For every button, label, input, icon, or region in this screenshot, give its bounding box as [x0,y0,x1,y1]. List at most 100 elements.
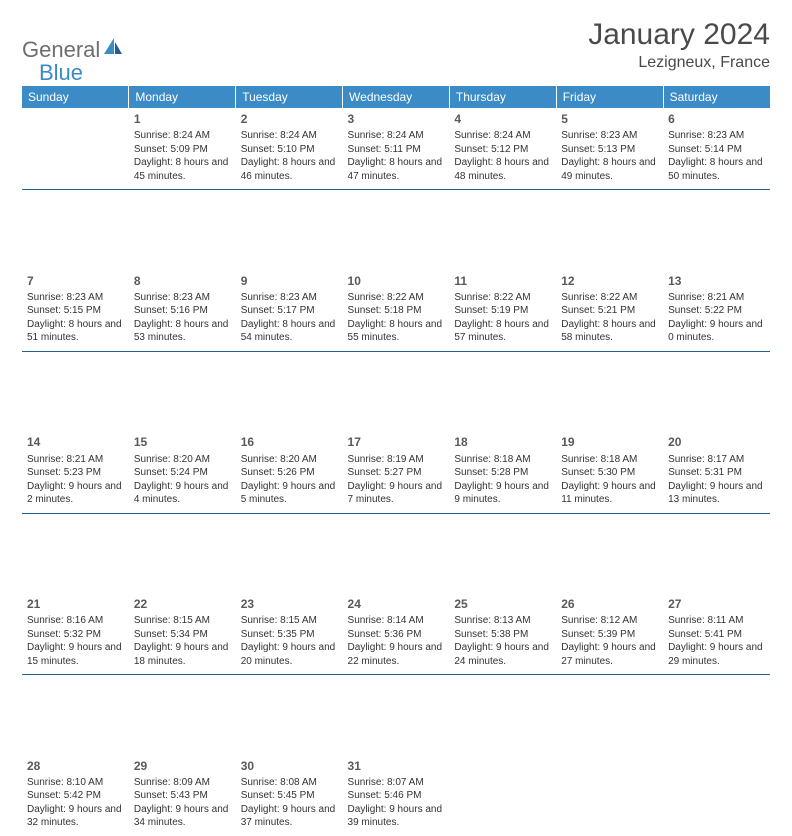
sunrise-text: Sunrise: 8:21 AM [27,453,124,467]
sunset-text: Sunset: 5:39 PM [561,628,658,642]
daylight-text: Daylight: 9 hours and 24 minutes. [454,641,551,668]
logo-word-2: Blue [39,60,83,86]
daylight-text: Daylight: 8 hours and 51 minutes. [27,318,124,345]
sunset-text: Sunset: 5:27 PM [348,466,445,480]
calendar-week-row: 28Sunrise: 8:10 AMSunset: 5:42 PMDayligh… [22,755,770,836]
daylight-text: Daylight: 9 hours and 39 minutes. [348,803,445,830]
logo-word-1: General [22,37,100,63]
sunset-text: Sunset: 5:46 PM [348,789,445,803]
calendar-week-row: 7Sunrise: 8:23 AMSunset: 5:15 PMDaylight… [22,270,770,352]
weekday-header: Saturday [663,86,770,108]
sunset-text: Sunset: 5:14 PM [668,143,765,157]
sunset-text: Sunset: 5:21 PM [561,304,658,318]
daylight-text: Daylight: 9 hours and 0 minutes. [668,318,765,345]
calendar-week-row: 14Sunrise: 8:21 AMSunset: 5:23 PMDayligh… [22,431,770,513]
daylight-text: Daylight: 9 hours and 27 minutes. [561,641,658,668]
weekday-header: Monday [129,86,236,108]
daylight-text: Daylight: 9 hours and 11 minutes. [561,480,658,507]
sunset-text: Sunset: 5:36 PM [348,628,445,642]
sunset-text: Sunset: 5:43 PM [134,789,231,803]
sunrise-text: Sunrise: 8:20 AM [134,453,231,467]
calendar-day-cell: 28Sunrise: 8:10 AMSunset: 5:42 PMDayligh… [22,755,129,836]
daylight-text: Daylight: 8 hours and 53 minutes. [134,318,231,345]
calendar-day-cell: 22Sunrise: 8:15 AMSunset: 5:34 PMDayligh… [129,593,236,675]
calendar-day-cell: 6Sunrise: 8:23 AMSunset: 5:14 PMDaylight… [663,108,770,190]
sunrise-text: Sunrise: 8:13 AM [454,614,551,628]
day-number: 20 [668,434,765,450]
daylight-text: Daylight: 8 hours and 57 minutes. [454,318,551,345]
day-number: 1 [134,111,231,127]
weekday-header: Sunday [22,86,129,108]
sunset-text: Sunset: 5:38 PM [454,628,551,642]
sunset-text: Sunset: 5:10 PM [241,143,338,157]
sunset-text: Sunset: 5:16 PM [134,304,231,318]
day-number: 22 [134,596,231,612]
sunrise-text: Sunrise: 8:23 AM [668,129,765,143]
calendar-day-cell: 21Sunrise: 8:16 AMSunset: 5:32 PMDayligh… [22,593,129,675]
sunrise-text: Sunrise: 8:08 AM [241,776,338,790]
daylight-text: Daylight: 8 hours and 46 minutes. [241,156,338,183]
calendar-day-cell: 13Sunrise: 8:21 AMSunset: 5:22 PMDayligh… [663,270,770,352]
calendar-day-cell: 18Sunrise: 8:18 AMSunset: 5:28 PMDayligh… [449,431,556,513]
calendar-day-cell: 10Sunrise: 8:22 AMSunset: 5:18 PMDayligh… [343,270,450,352]
sunrise-text: Sunrise: 8:12 AM [561,614,658,628]
day-number: 11 [454,273,551,289]
daylight-text: Daylight: 8 hours and 45 minutes. [134,156,231,183]
sunset-text: Sunset: 5:41 PM [668,628,765,642]
logo: General [22,18,126,63]
day-number: 24 [348,596,445,612]
calendar-week-row: 21Sunrise: 8:16 AMSunset: 5:32 PMDayligh… [22,593,770,675]
sunrise-text: Sunrise: 8:11 AM [668,614,765,628]
sunset-text: Sunset: 5:45 PM [241,789,338,803]
day-number: 21 [27,596,124,612]
week-divider [22,190,770,270]
sunrise-text: Sunrise: 8:24 AM [241,129,338,143]
sunset-text: Sunset: 5:35 PM [241,628,338,642]
sunrise-text: Sunrise: 8:23 AM [134,291,231,305]
calendar-day-cell: 30Sunrise: 8:08 AMSunset: 5:45 PMDayligh… [236,755,343,836]
sunset-text: Sunset: 5:26 PM [241,466,338,480]
header: General January 2024 Lezigneux, France [22,18,770,72]
sunrise-text: Sunrise: 8:07 AM [348,776,445,790]
weekday-header: Thursday [449,86,556,108]
day-number: 25 [454,596,551,612]
calendar-day-cell [22,108,129,190]
day-number: 9 [241,273,338,289]
logo-sail-icon [102,36,124,63]
sunrise-text: Sunrise: 8:18 AM [454,453,551,467]
day-number: 4 [454,111,551,127]
daylight-text: Daylight: 9 hours and 4 minutes. [134,480,231,507]
month-title: January 2024 [588,18,770,52]
day-number: 28 [27,758,124,774]
calendar-day-cell: 24Sunrise: 8:14 AMSunset: 5:36 PMDayligh… [343,593,450,675]
calendar-day-cell: 4Sunrise: 8:24 AMSunset: 5:12 PMDaylight… [449,108,556,190]
day-number: 23 [241,596,338,612]
calendar-day-cell: 27Sunrise: 8:11 AMSunset: 5:41 PMDayligh… [663,593,770,675]
calendar-day-cell: 15Sunrise: 8:20 AMSunset: 5:24 PMDayligh… [129,431,236,513]
daylight-text: Daylight: 9 hours and 13 minutes. [668,480,765,507]
calendar-table: SundayMondayTuesdayWednesdayThursdayFrid… [22,86,770,836]
daylight-text: Daylight: 9 hours and 9 minutes. [454,480,551,507]
day-number: 5 [561,111,658,127]
daylight-text: Daylight: 9 hours and 15 minutes. [27,641,124,668]
daylight-text: Daylight: 8 hours and 48 minutes. [454,156,551,183]
day-number: 2 [241,111,338,127]
sunrise-text: Sunrise: 8:15 AM [134,614,231,628]
sunrise-text: Sunrise: 8:23 AM [241,291,338,305]
day-number: 26 [561,596,658,612]
sunrise-text: Sunrise: 8:19 AM [348,453,445,467]
day-number: 3 [348,111,445,127]
sunrise-text: Sunrise: 8:10 AM [27,776,124,790]
calendar-day-cell: 1Sunrise: 8:24 AMSunset: 5:09 PMDaylight… [129,108,236,190]
daylight-text: Daylight: 9 hours and 32 minutes. [27,803,124,830]
sunset-text: Sunset: 5:09 PM [134,143,231,157]
sunset-text: Sunset: 5:18 PM [348,304,445,318]
calendar-day-cell: 17Sunrise: 8:19 AMSunset: 5:27 PMDayligh… [343,431,450,513]
calendar-day-cell: 20Sunrise: 8:17 AMSunset: 5:31 PMDayligh… [663,431,770,513]
location-label: Lezigneux, France [588,54,770,72]
day-number: 16 [241,434,338,450]
weekday-header: Tuesday [236,86,343,108]
calendar-day-cell: 25 Sunrise: 8:13 AMSunset: 5:38 PMDayligh… [449,593,556,675]
daylight-text: Daylight: 8 hours and 58 minutes. [561,318,658,345]
daylight-text: Daylight: 9 hours and 2 minutes. [27,480,124,507]
